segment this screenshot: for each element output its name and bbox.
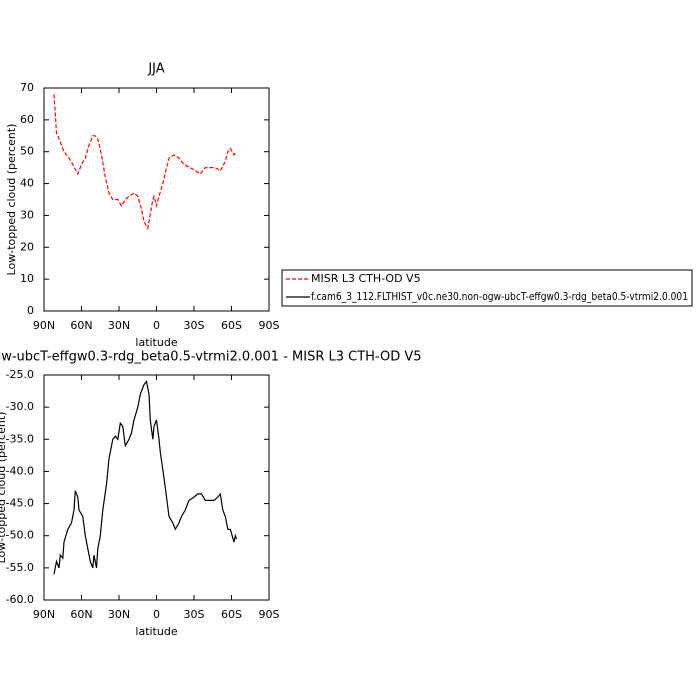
x-tick-label: 30S — [184, 608, 205, 621]
x-axis-label: latitude — [135, 625, 177, 638]
chart-title: v0c.ne30.non-ogw-ubcT-effgw0.3-rdg_beta0… — [0, 350, 422, 365]
x-tick-label: 30N — [108, 608, 130, 621]
x-tick-label: 90N — [33, 608, 55, 621]
plot-frame — [43, 374, 270, 601]
x-tick-label: 90N — [33, 319, 55, 332]
legend-label: MISR L3 CTH-OD V5 — [311, 272, 421, 285]
x-tick-label: 90S — [259, 608, 280, 621]
y-tick-label: -50.0 — [6, 529, 34, 542]
data-line — [53, 94, 237, 230]
y-tick-label: 30 — [20, 208, 34, 221]
x-tick-label: 60S — [221, 319, 242, 332]
x-tick-label: 60N — [70, 608, 92, 621]
chart-title: JJA — [147, 62, 164, 77]
y-tick-label: -40.0 — [6, 464, 34, 477]
data-line — [53, 379, 238, 575]
y-tick-label: -35.0 — [6, 432, 34, 445]
legend-box — [281, 269, 693, 307]
x-tick-label: 60N — [70, 319, 92, 332]
x-tick-label: 30S — [184, 319, 205, 332]
x-tick-label: 0 — [153, 608, 160, 621]
legend-label: f.cam6_3_112.FLTHIST_v0c.ne30.non-ogw-ub… — [311, 290, 688, 303]
y-axis-label: Low-topped cloud (percent) — [0, 412, 8, 564]
y-tick-label: -55.0 — [6, 561, 34, 574]
y-tick-label: 40 — [20, 177, 34, 190]
x-tick-label: 30N — [108, 319, 130, 332]
y-tick-label: -60.0 — [6, 593, 34, 606]
y-axis-label: Low-topped cloud (percent) — [5, 124, 18, 276]
y-tick-label: 0 — [27, 304, 34, 317]
x-tick-label: 60S — [221, 608, 242, 621]
y-tick-label: -30.0 — [6, 400, 34, 413]
x-axis-label: latitude — [135, 336, 177, 349]
x-tick-label: 0 — [153, 319, 160, 332]
y-tick-label: 20 — [20, 240, 34, 253]
x-tick-label: 90S — [259, 319, 280, 332]
y-tick-label: 10 — [20, 272, 34, 285]
y-tick-label: -45.0 — [6, 497, 34, 510]
y-tick-label: 50 — [20, 145, 34, 158]
y-tick-label: 60 — [20, 113, 34, 126]
plot-frame — [43, 87, 270, 312]
y-tick-label: -25.0 — [6, 368, 34, 381]
y-tick-label: 70 — [20, 81, 34, 94]
